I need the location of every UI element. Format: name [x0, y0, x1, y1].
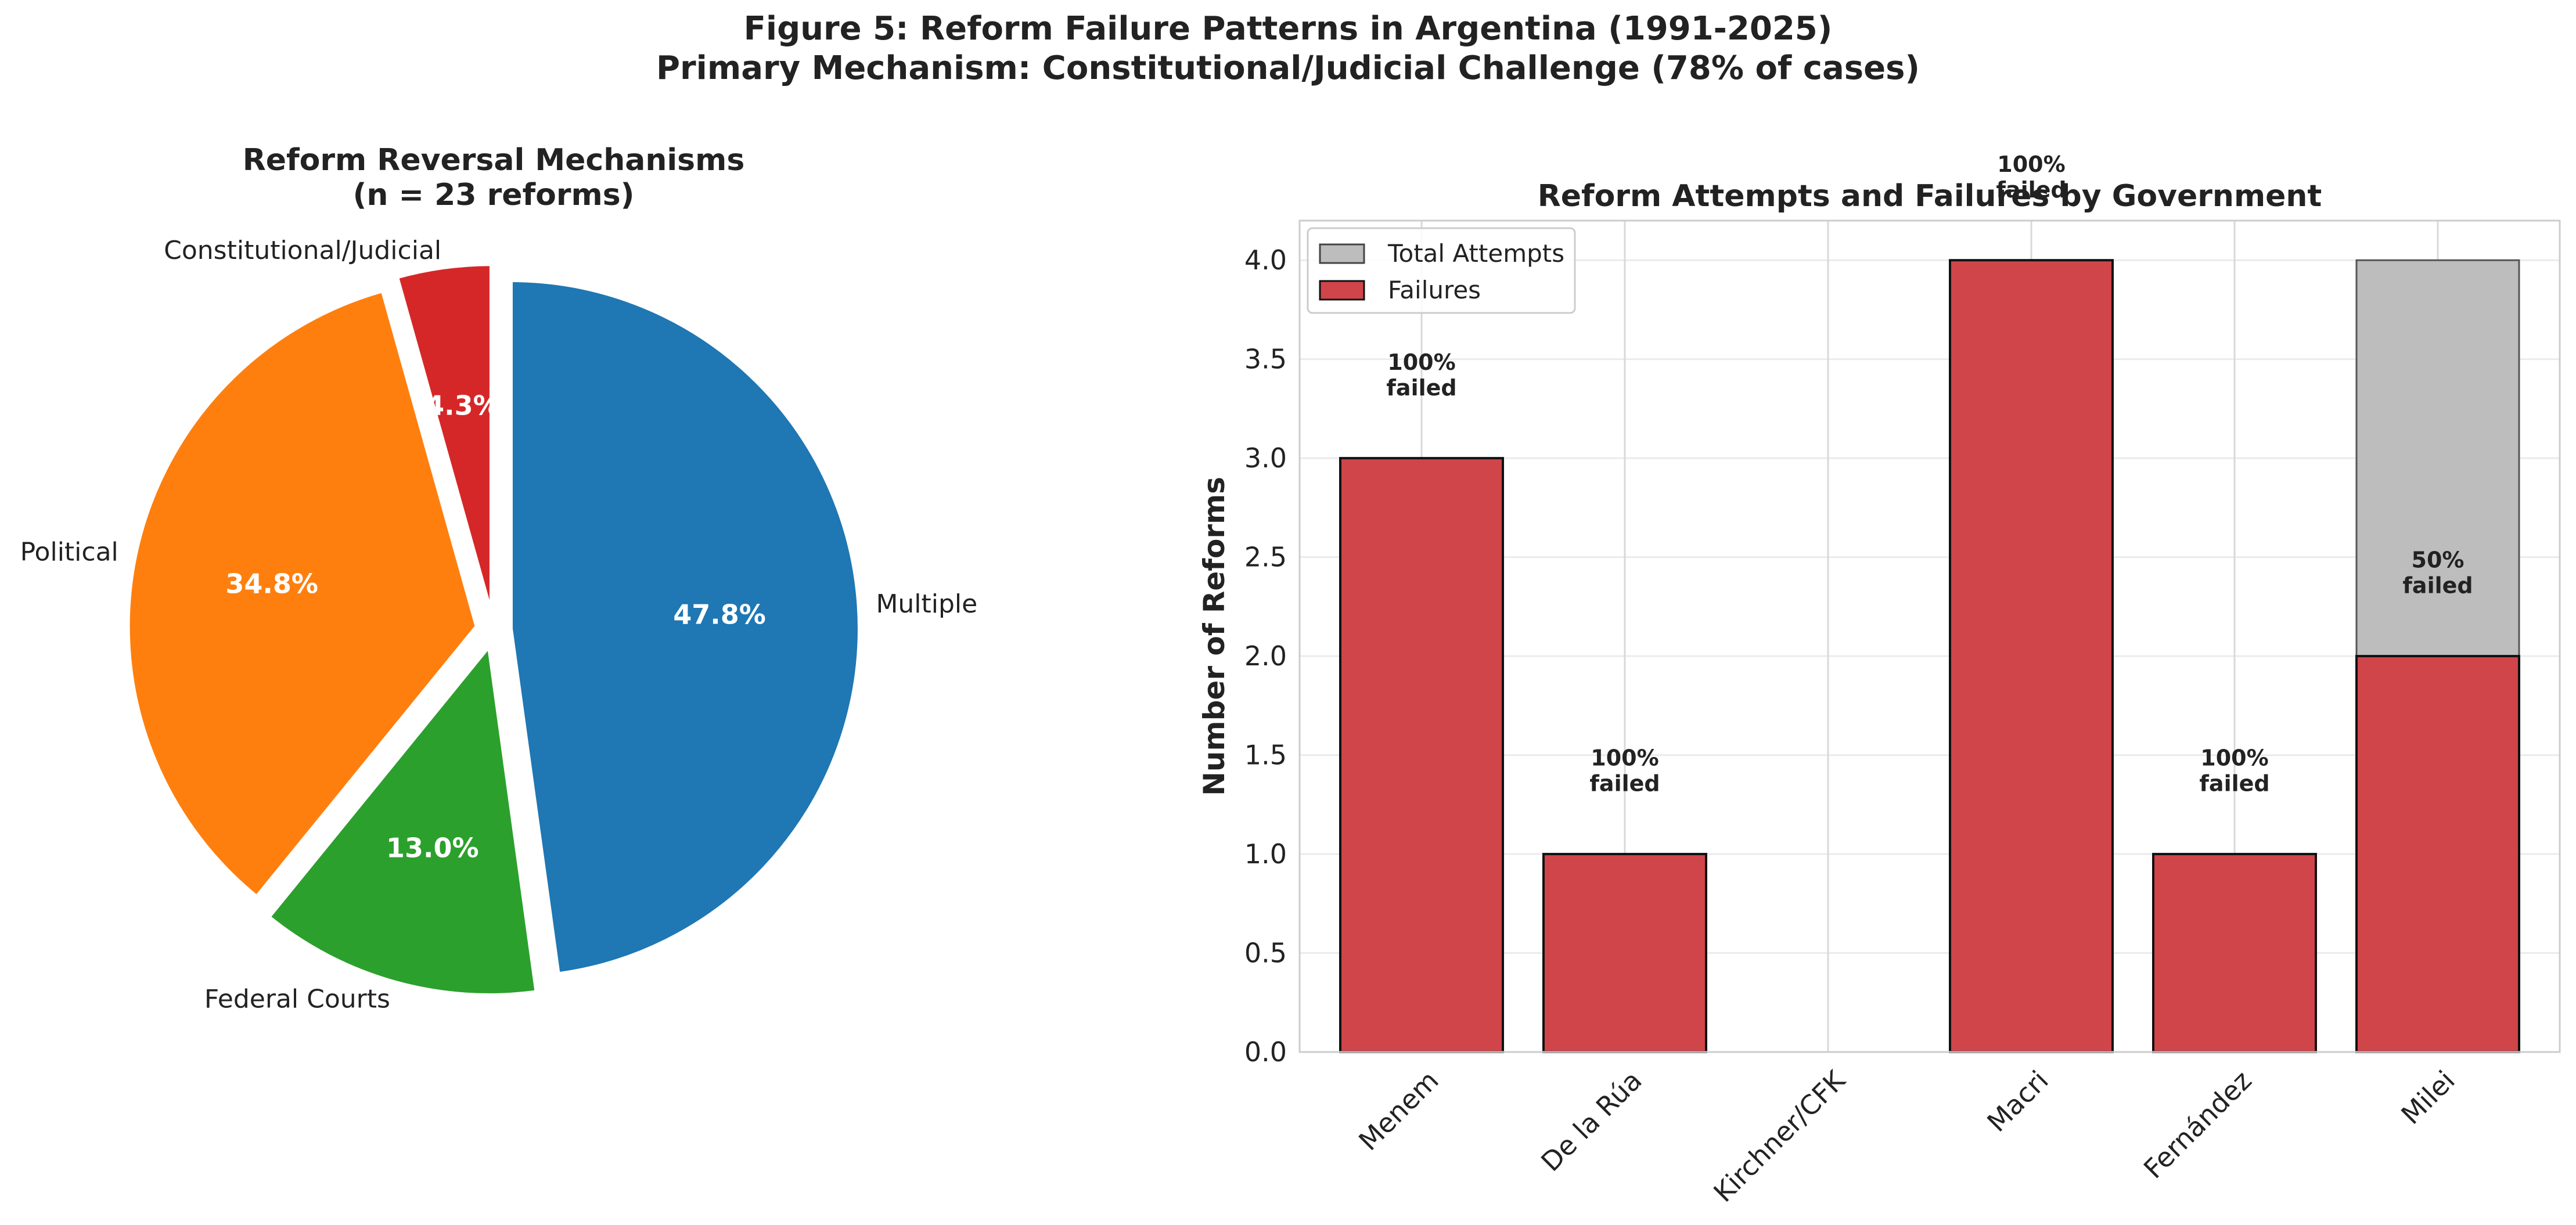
bar-bars: [1339, 259, 2520, 1054]
pie-label-federal-courts: Federal Courts: [204, 985, 390, 1014]
pie-pct-federal-courts: 13.0%: [386, 833, 479, 864]
x-tick-label-de-la-rua: De la Rúa: [1535, 1065, 1648, 1178]
y-tick-label: 1.0: [1244, 838, 1287, 870]
bar-failures-menem: [1339, 457, 1504, 1053]
pie-label-multiple: Multiple: [876, 589, 977, 619]
figure-title-line1: Figure 5: Reform Failure Patterns in Arg…: [744, 10, 1833, 48]
annotation-failed-macri: failed: [1996, 177, 2066, 203]
bar-chart: 0.0 0.5 1.0 1.5 2.0 2.5 3.0 3.5 4.0 Menem De la R…: [1197, 152, 2561, 1208]
annotation-failed-menem: failed: [1386, 375, 1456, 401]
pie-pct-multiple: 47.8%: [673, 599, 766, 630]
bar-failures-de-la-rua: [1542, 853, 1707, 1053]
pie-chart: Reform Reversal Mechanisms (n = 23 refor…: [20, 143, 978, 1014]
pie-pct-political: 34.8%: [225, 568, 318, 600]
legend-label-failures: Failures: [1388, 276, 1481, 304]
pie-label-political: Political: [20, 538, 118, 567]
legend: Total Attempts Failures: [1307, 227, 1576, 314]
pie-slice-multiple: [509, 278, 861, 976]
annotation-failed-de-la-rua: failed: [1589, 771, 1660, 797]
y-tick-label: 2.0: [1244, 640, 1287, 672]
pie-slice-political: [126, 289, 478, 899]
pie-labels: 47.8% Multiple 13.0% Federal Courts 34.8% Pol…: [20, 236, 978, 1014]
y-tick-label: 4.0: [1244, 244, 1287, 276]
y-tick-label: 3.0: [1244, 442, 1287, 474]
pie-slices: [126, 262, 861, 997]
x-tick-label-milei: Milei: [2395, 1065, 2460, 1130]
pie-slice-federal-courts: [267, 642, 538, 997]
bar-y-ticks: 0.0 0.5 1.0 1.5 2.0 2.5 3.0 3.5 4.0: [1244, 244, 1287, 1068]
annotation-failed-milei: failed: [2402, 573, 2473, 599]
y-tick-label: 3.5: [1244, 344, 1287, 375]
y-tick-label: 2.5: [1244, 542, 1287, 573]
x-tick-label-kirchner-cfk: Kirchner/CFK: [1707, 1064, 1852, 1208]
y-tick-label: 1.5: [1244, 740, 1287, 771]
bar-x-ticks: Menem De la Rúa Kirchner/CFK Macri Fernández…: [1352, 1064, 2461, 1208]
legend-label-total-attempts: Total Attempts: [1387, 239, 1564, 268]
legend-swatch-failures: [1319, 280, 1365, 301]
annotation-pct-de-la-rua: 100%: [1591, 745, 1658, 771]
y-axis-label: Number of Reforms: [1197, 477, 1231, 796]
x-tick-label-fernandez: Fernández: [2138, 1065, 2258, 1185]
x-tick-label-macri: Macri: [1981, 1065, 2054, 1138]
pie-slice-constitutional-judicial: [395, 262, 493, 614]
annotation-pct-menem: 100%: [1387, 350, 1455, 375]
y-tick-label: 0.5: [1244, 938, 1287, 969]
annotation-pct-milei: 50%: [2412, 547, 2465, 573]
annotation-pct-fernandez: 100%: [2200, 745, 2268, 771]
bar-annotations: 100%failed100%failed100%failed100%failed…: [1386, 152, 2473, 797]
pie-label-constitutional-judicial: Constitutional/Judicial: [164, 236, 441, 265]
bar-failures-macri: [1949, 259, 2114, 1054]
plot-frame: [1298, 219, 2561, 1053]
bar-chart-title: Reform Attempts and Failures by Governme…: [1538, 179, 2322, 214]
legend-box: [1307, 227, 1576, 314]
pie-title-line2: (n = 23 reforms): [353, 178, 635, 212]
legend-swatch-total-attempts: [1319, 243, 1365, 264]
figure-title-line2: Primary Mechanism: Constitutional/Judici…: [656, 49, 1920, 87]
bar-failures-milei: [2355, 655, 2520, 1053]
pie-pct-constitutional-judicial: 4.3%: [426, 390, 500, 421]
annotation-pct-macri: 100%: [1997, 152, 2065, 177]
x-tick-label-menem: Menem: [1352, 1065, 1445, 1157]
annotation-failed-fernandez: failed: [2199, 771, 2269, 797]
y-tick-label: 0.0: [1244, 1036, 1287, 1068]
pie-title-line1: Reform Reversal Mechanisms: [243, 143, 745, 178]
bar-failures-fernandez: [2152, 853, 2317, 1053]
